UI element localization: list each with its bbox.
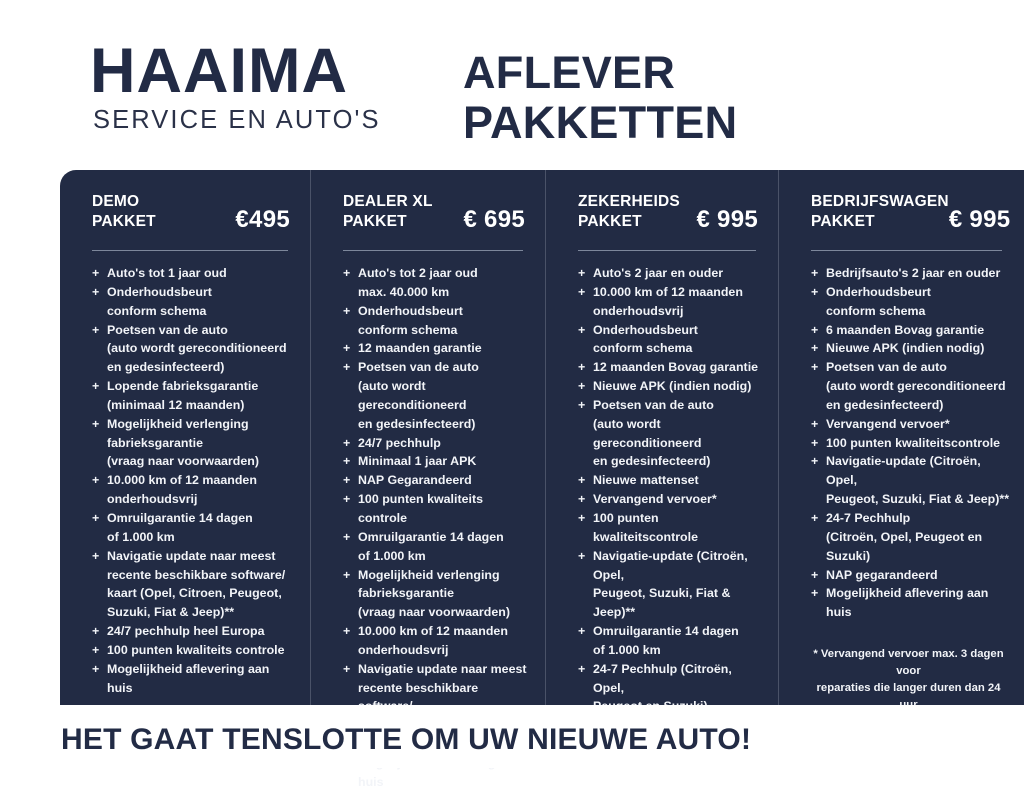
package-header: ZEKERHEIDS PAKKET € 995 xyxy=(578,192,766,236)
feature-item: Mogelijkheid aflevering aan huis xyxy=(92,660,298,698)
feature-item: Navigatie update naar meest recente besc… xyxy=(92,547,298,622)
feature-item: Auto's 2 jaar en ouder xyxy=(578,264,766,283)
feature-item: Minimaal 1 jaar APK xyxy=(343,452,533,471)
feature-item: 12 maanden Bovag garantie xyxy=(578,358,766,377)
feature-item: 10.000 km of 12 maanden onderhoudsvrij xyxy=(92,471,298,509)
feature-item: 100 punten kwaliteits controle xyxy=(92,641,298,660)
feature-item: Poetsen van de auto (auto wordt gerecond… xyxy=(92,321,298,378)
feature-item: Mogelijkheid verlenging fabrieksgarantie… xyxy=(343,566,533,623)
feature-item: 10.000 km of 12 maanden onderhoudsvrij xyxy=(578,283,766,321)
feature-item: Nieuwe APK (indien nodig) xyxy=(578,377,766,396)
package-name: BEDRIJFSWAGEN PAKKET xyxy=(811,193,949,230)
package-header: DEMO PAKKET €495 xyxy=(92,192,298,236)
feature-item: Navigatie-update (Citroën, Opel, Peugeot… xyxy=(811,452,1012,509)
feature-item: Omruilgarantie 14 dagen of 1.000 km xyxy=(92,509,298,547)
feature-item: 10.000 km of 12 maanden onderhoudsvrij xyxy=(343,622,533,660)
header-divider xyxy=(92,250,288,251)
feature-list: Bedrijfsauto's 2 jaar en ouderOnderhouds… xyxy=(811,264,1012,622)
feature-item: Nieuwe APK (indien nodig) xyxy=(811,339,1012,358)
package-name: ZEKERHEIDS PAKKET xyxy=(578,193,680,230)
feature-item: 100 punten kwaliteitscontrole xyxy=(578,509,766,547)
package-column-2: ZEKERHEIDS PAKKET € 995 Auto's 2 jaar en o… xyxy=(545,170,778,770)
feature-item: Vervangend vervoer* xyxy=(578,490,766,509)
footer-tagline: HET GAAT TENSLOTTE OM UW NIEUWE AUTO! xyxy=(61,723,752,756)
feature-item: Bedrijfsauto's 2 jaar en ouder xyxy=(811,264,1012,283)
feature-item: Onderhoudsbeurt conform schema xyxy=(92,283,298,321)
header-divider xyxy=(343,250,523,251)
page-title-line-2: PAKKETTEN xyxy=(463,97,738,149)
feature-item: Vervangend vervoer* xyxy=(811,415,1012,434)
page-title-line-1: AFLEVER xyxy=(463,47,676,98)
package-header: DEALER XL PAKKET € 695 xyxy=(343,192,533,236)
package-column-0: DEMO PAKKET €495 Auto's tot 1 jaar oudOnde… xyxy=(60,170,310,705)
package-price: €495 xyxy=(235,206,290,233)
feature-item: 12 maanden garantie xyxy=(343,339,533,358)
feature-item: Onderhoudsbeurt conform schema xyxy=(578,321,766,359)
feature-item: Poetsen van de auto (auto wordt gerecond… xyxy=(343,358,533,433)
feature-item: Mogelijkheid verlenging fabrieksgarantie… xyxy=(92,415,298,472)
feature-item: Onderhoudsbeurt conform schema xyxy=(343,302,533,340)
feature-item: Omruilgarantie 14 dagen of 1.000 km xyxy=(578,622,766,660)
header-divider xyxy=(811,250,1002,251)
feature-item: Poetsen van de auto (auto wordt gerecond… xyxy=(811,358,1012,415)
feature-item: Navigatie-update (Citroën, Opel, Peugeot… xyxy=(578,547,766,622)
feature-item: Mogelijkheid aflevering aan huis xyxy=(811,584,1012,622)
brand-logo: HAAIMA SERVICE EN AUTO'S xyxy=(90,36,430,134)
page-title: AFLEVER PAKKETTEN xyxy=(463,47,738,149)
packages-panel: DEMO PAKKET€495Auto's tot 1 jaar oudOnde… xyxy=(60,170,1024,789)
brand-name: HAAIMA xyxy=(90,36,348,106)
package-price: € 995 xyxy=(948,206,1011,233)
package-name: DEALER XL PAKKET xyxy=(343,193,433,230)
package-column-3: BEDRIJFSWAGEN PAKKET€ 995 Bedrijfsauto's … xyxy=(778,170,1024,747)
feature-item: Auto's tot 1 jaar oud xyxy=(92,264,298,283)
package-header: BEDRIJFSWAGEN PAKKET € 995 xyxy=(811,192,1012,236)
feature-item: Auto's tot 2 jaar oud max. 40.000 km xyxy=(343,264,533,302)
page-footer: HET GAAT TENSLOTTE OM UW NIEUWE AUTO! xyxy=(0,705,1024,768)
feature-item: 24/7 pechhulp heel Europa xyxy=(92,622,298,641)
package-column-1: DEALER XL PAKKET € 695 Auto's tot 2 jaar o… xyxy=(310,170,545,789)
package-name: DEMO PAKKET xyxy=(92,193,156,230)
footnote-item: * Vervangend vervoer max. 3 dagen voor r… xyxy=(813,648,1004,711)
feature-item: Omruilgarantie 14 dagen of 1.000 km xyxy=(343,528,533,566)
page-header: HAAIMA SERVICE EN AUTO'S AFLEVER PAKKETT… xyxy=(0,0,1024,170)
feature-list: Auto's tot 1 jaar oudOnderhoudsbeurt con… xyxy=(92,264,298,697)
package-price: € 995 xyxy=(696,206,758,233)
feature-item: Nieuwe mattenset xyxy=(578,471,766,490)
feature-item: Onderhoudsbeurt conform schema xyxy=(811,283,1012,321)
feature-item: 100 punten kwaliteitscontrole xyxy=(811,434,1012,453)
header-divider xyxy=(578,250,756,251)
feature-list: Auto's 2 jaar en ouder10.000 km of 12 ma… xyxy=(578,264,766,773)
feature-item: Lopende fabrieksgarantie (minimaal 12 ma… xyxy=(92,377,298,415)
feature-item: Poetsen van de auto (auto wordt gerecond… xyxy=(578,396,766,471)
brand-tagline: SERVICE EN AUTO'S xyxy=(93,105,381,134)
package-price: € 695 xyxy=(463,206,525,233)
feature-item: 6 maanden Bovag garantie xyxy=(811,321,1012,340)
feature-item: 100 punten kwaliteits controle xyxy=(343,490,533,528)
feature-item: NAP gegarandeerd xyxy=(811,566,1012,585)
feature-item: 24-7 Pechhulp (Citroën, Opel, Peugeot en… xyxy=(811,509,1012,566)
feature-item: NAP Gegarandeerd xyxy=(343,471,533,490)
feature-item: 24/7 pechhulp xyxy=(343,434,533,453)
